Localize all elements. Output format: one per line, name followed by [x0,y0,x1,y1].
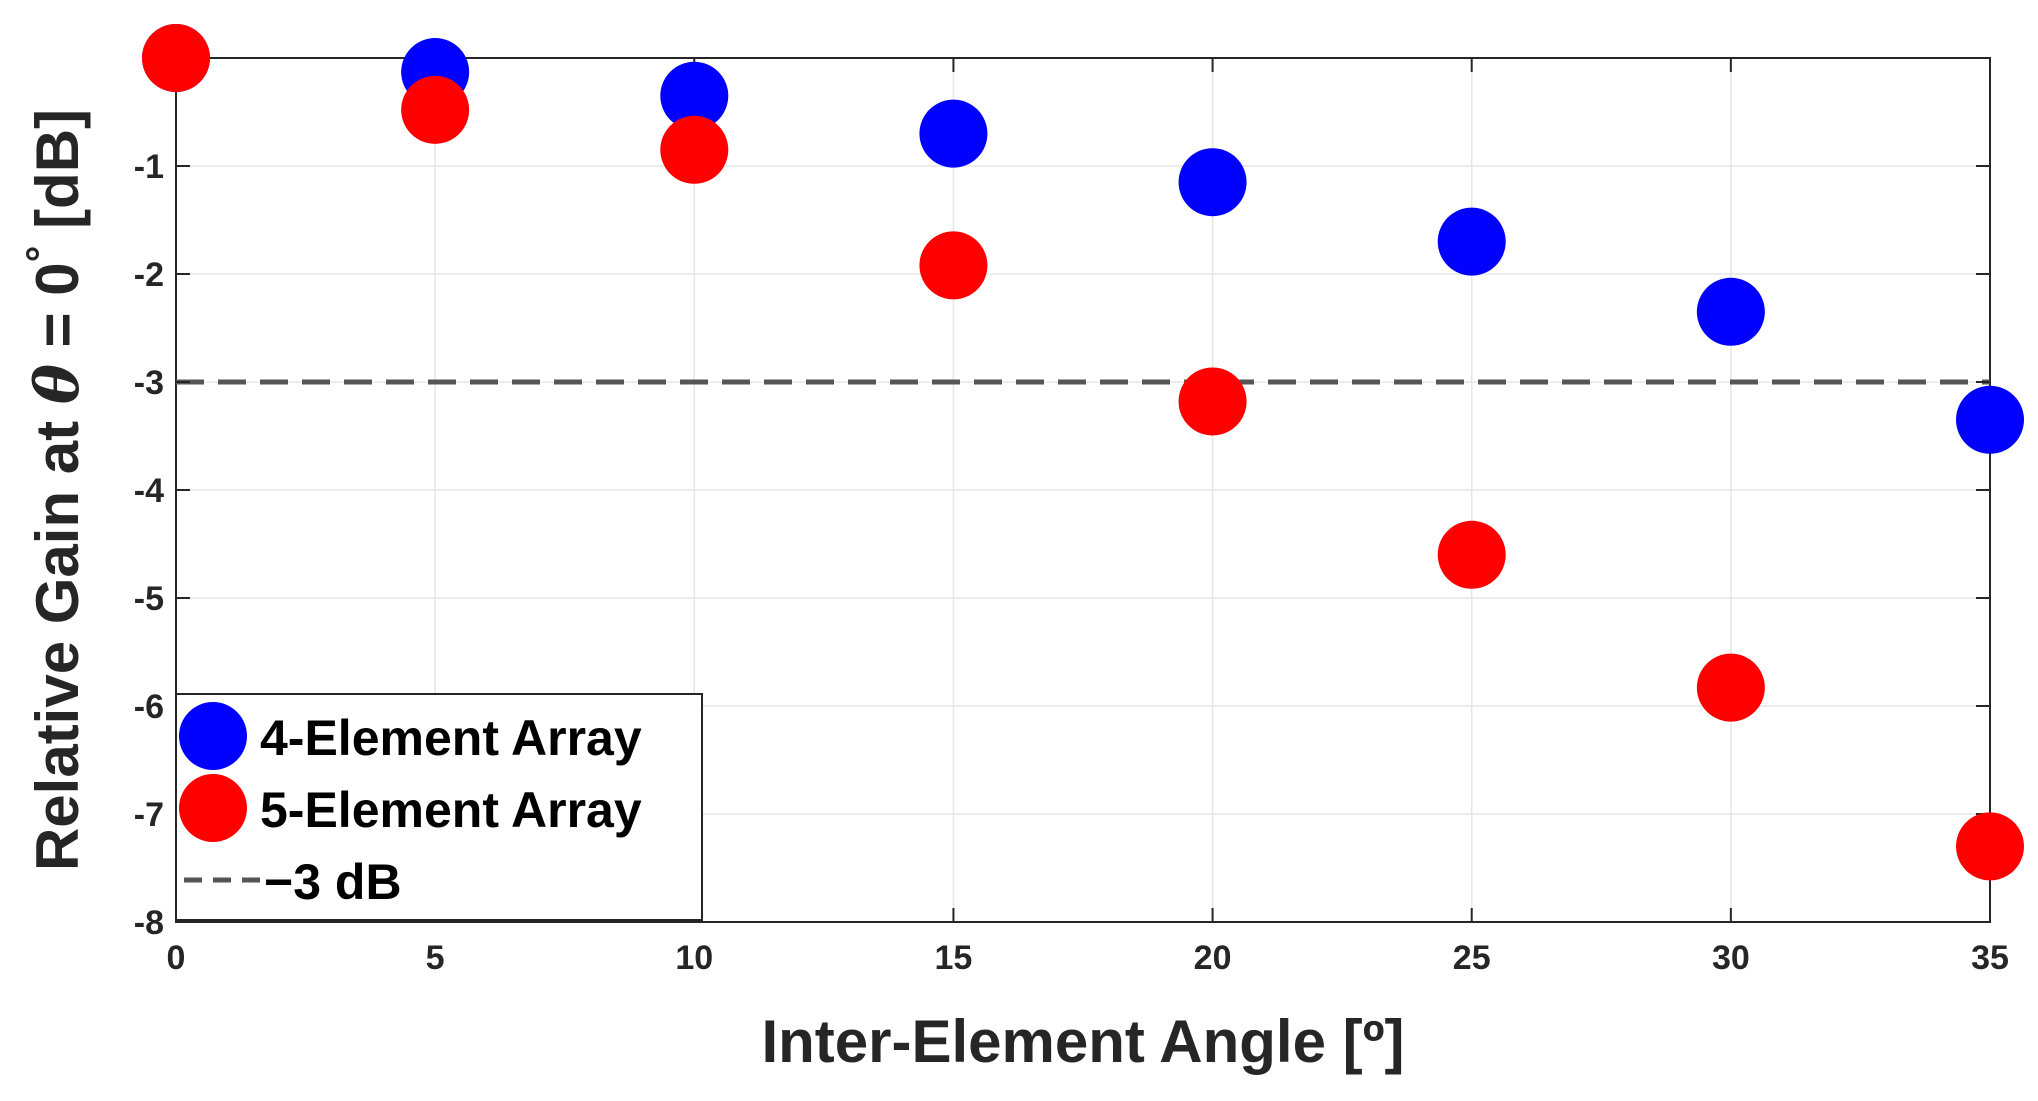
x-tick-label: 35 [1971,939,2009,977]
data-point-series-1-7 [1956,812,2024,881]
data-point-series-1-0 [142,24,210,92]
data-point-series-1-6 [1696,653,1765,722]
data-point-series-1-2 [660,115,729,184]
data-point-series-1-4 [1178,367,1247,436]
legend: 4-Element Array 5-Element Array −3 dB [175,693,703,921]
data-point-series-1-5 [1437,520,1506,589]
legend-marker-4-element-array [179,702,247,770]
y-tick-label: -6 [134,688,164,726]
legend-label-5-element-array: 5-Element Array [260,782,642,838]
y-axis-title-suffix: [dB] [24,109,91,246]
y-tick-label: -5 [134,580,164,618]
data-point-series-0-3 [919,99,988,168]
data-point-series-1-3 [919,231,988,300]
data-point-series-0-5 [1437,207,1506,276]
x-axis-title: Inter-Element Angle [º] [761,1008,1404,1075]
data-point-series-0-7 [1956,385,2024,454]
legend-label-4-element-array: 4-Element Array [260,710,642,766]
y-tick-label: -2 [134,256,164,294]
x-tick-label: 20 [1194,939,1232,977]
legend-marker-5-element-array [179,774,247,842]
x-tick-label: 15 [935,939,973,977]
y-tick-label: -4 [134,472,164,510]
y-axis-title-theta: θ [23,364,93,404]
data-point-series-0-4 [1178,148,1247,217]
y-tick-label: -8 [134,904,164,942]
x-tick-label: 0 [167,939,186,977]
y-axis-title-degree: ° [17,246,64,263]
markers [142,24,2024,881]
x-tick-label: 25 [1453,939,1491,977]
y-axis-title-middle: = 0 [24,262,91,364]
y-tick-label: -1 [134,148,164,186]
y-axis-title: Relative Gain at θ = 0° [dB] [17,109,94,871]
y-tick-label: -3 [134,364,164,402]
y-tick-label: -7 [134,796,164,834]
x-tick-label: 5 [426,939,445,977]
x-tick-label: 30 [1712,939,1750,977]
legend-label-reference-line: −3 dB [264,854,402,910]
legend-box [175,693,703,921]
data-point-series-1-1 [401,75,470,144]
x-tick-label: 10 [675,939,713,977]
y-axis-title-prefix: Relative Gain at [24,404,91,871]
data-point-series-0-6 [1696,277,1765,346]
data-point-series-0-2 [660,61,729,130]
